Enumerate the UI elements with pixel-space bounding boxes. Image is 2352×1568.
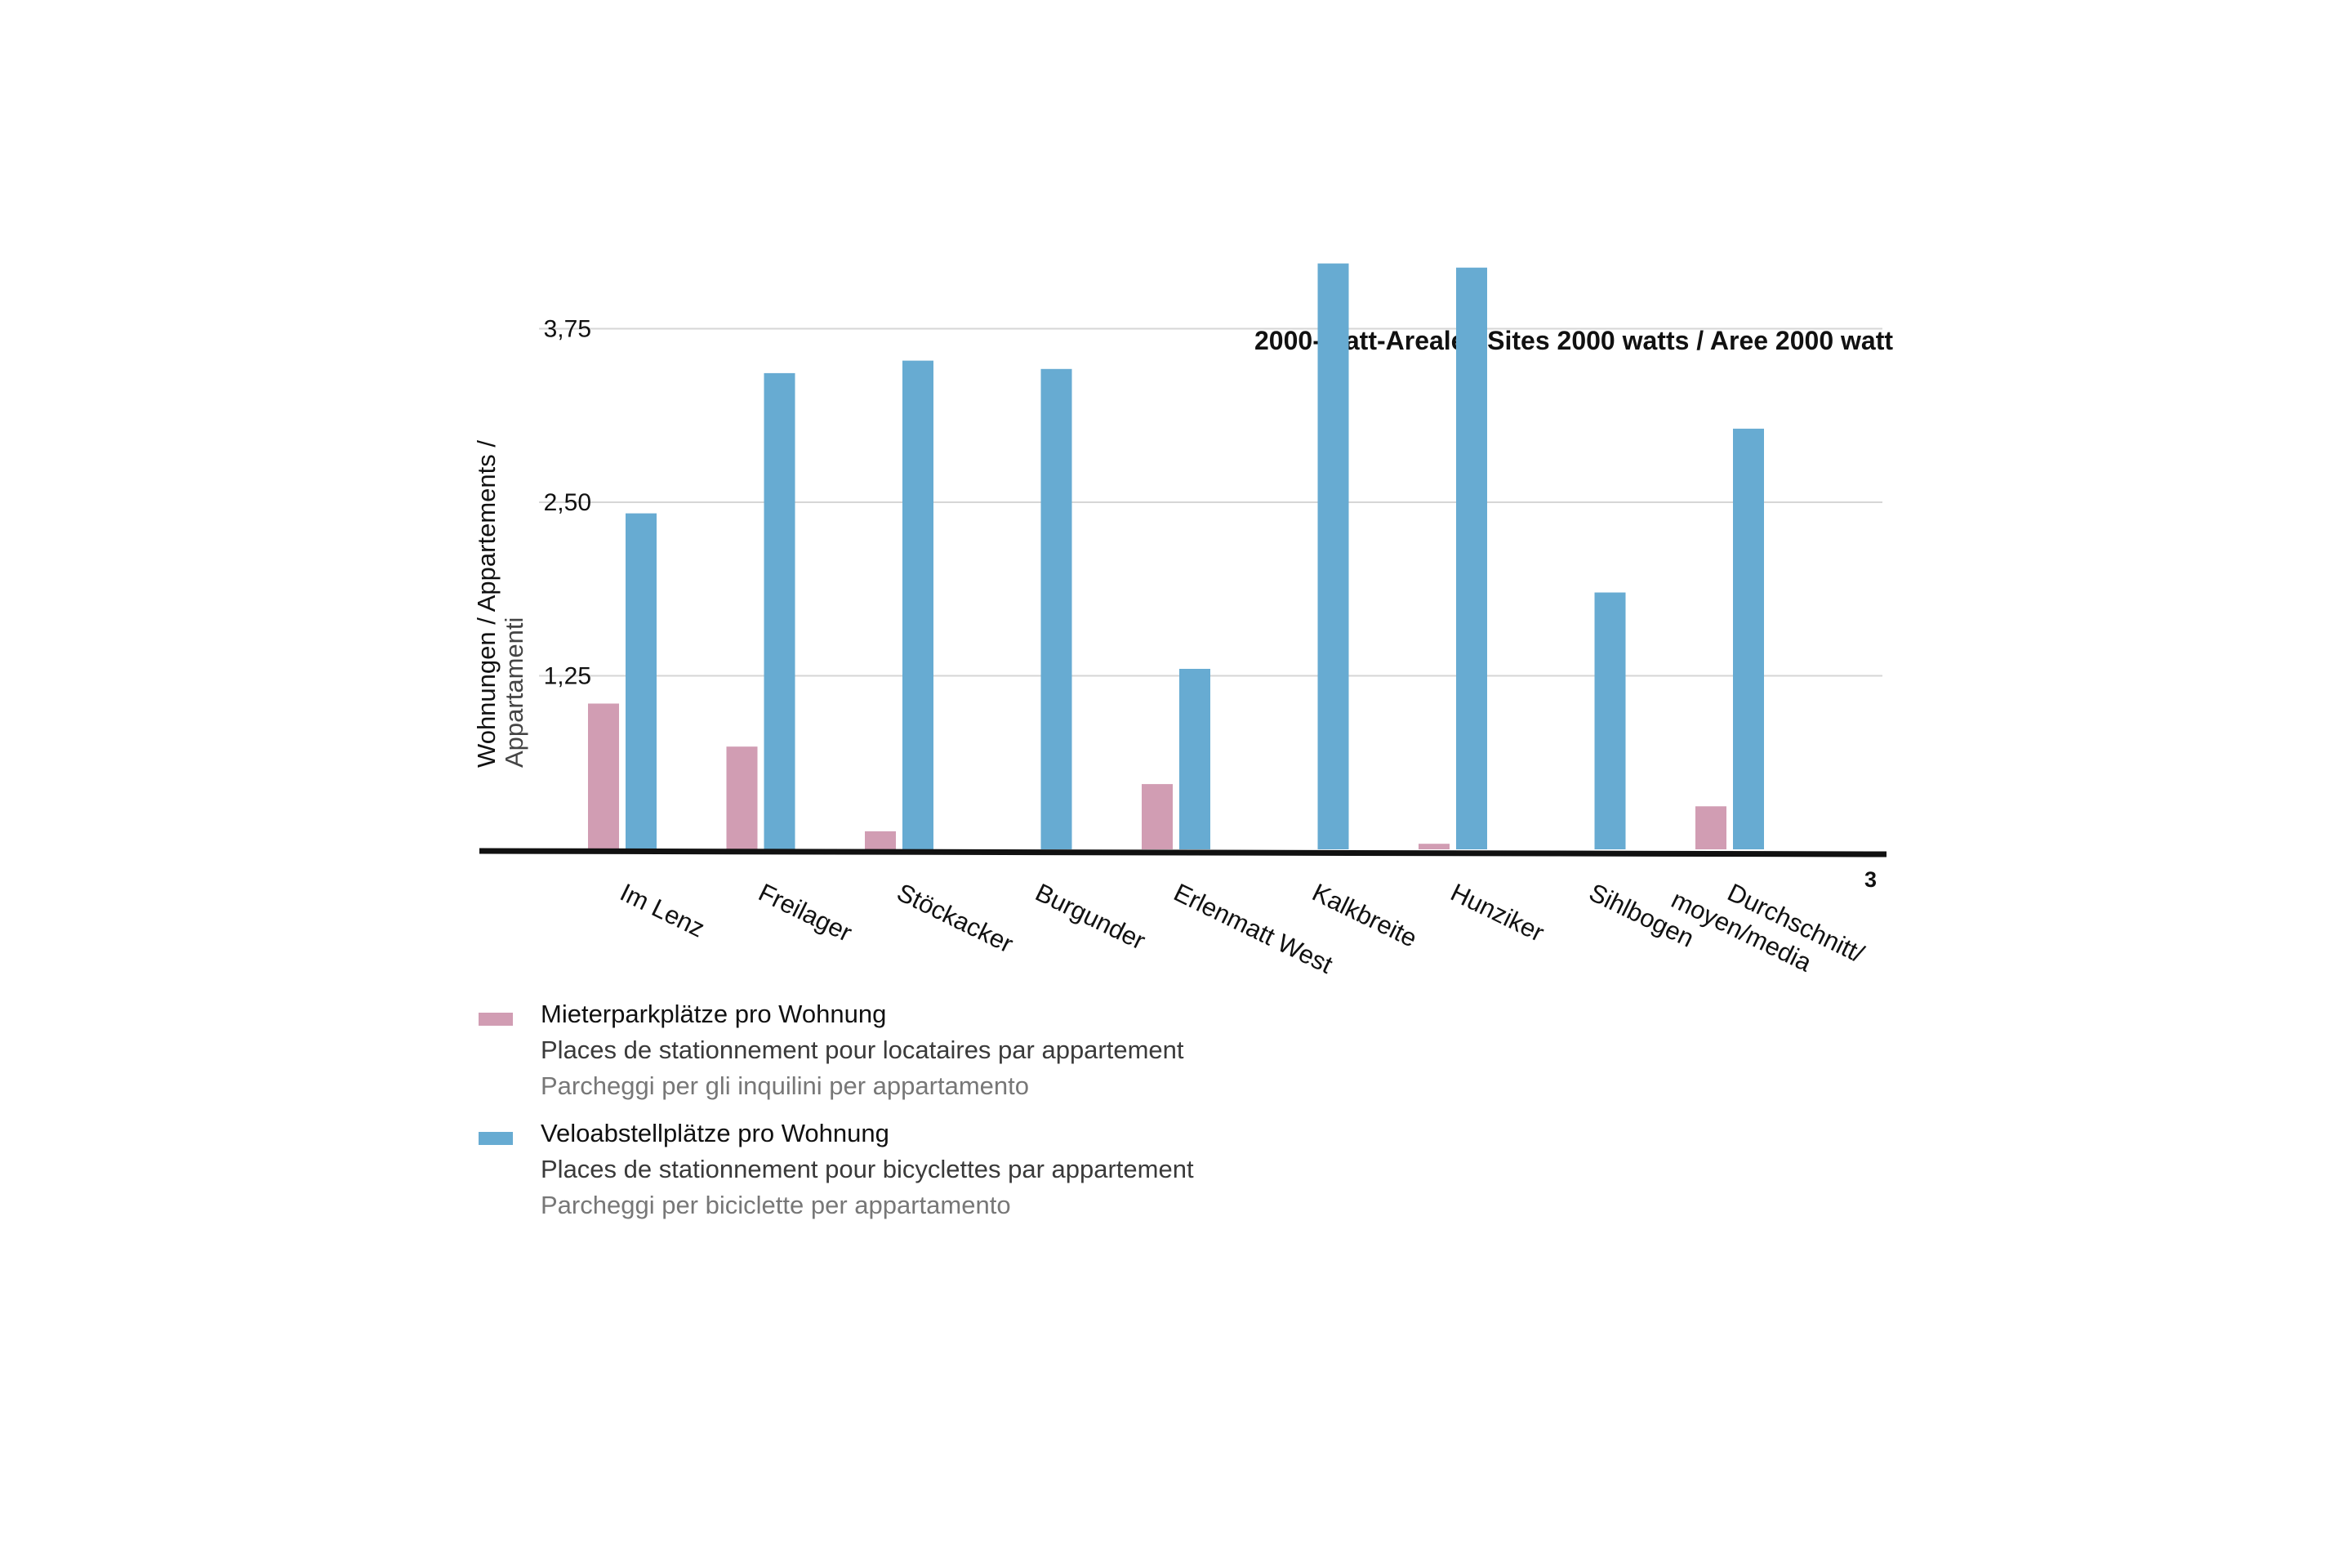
y-axis-label: Wohnungen / Appartements / Appartamenti [472, 433, 528, 768]
footnote-marker: 3 [1864, 867, 1877, 892]
bar-bicycle [1179, 669, 1210, 849]
y-tick-label: 1,25 [544, 663, 591, 690]
x-tick-label: Freilager [754, 878, 856, 947]
bar-bicycle [1733, 428, 1764, 849]
x-tick-label-line: Freilager [754, 878, 856, 947]
legend-label-de: Mieterparkplätze pro Wohnung [541, 1000, 887, 1028]
y-tick-label: 2,50 [544, 489, 591, 516]
x-tick-label-line: Kalkbreite [1307, 878, 1421, 953]
y-axis-label-line2: Appartamenti [500, 617, 528, 768]
bar-bicycle [764, 372, 795, 849]
bar-bicycle [1594, 592, 1626, 849]
y-axis-label-line1: Wohnungen / Appartements / [472, 440, 501, 768]
legend-label-fr: Places de stationnement pour bicyclettes… [541, 1155, 1194, 1183]
legend-label-de: Veloabstellplätze pro Wohnung [541, 1119, 889, 1147]
x-tick-label: Im Lenz [616, 878, 709, 943]
bar-bicycle [1317, 263, 1349, 850]
bar-parking [1695, 806, 1726, 849]
bar-bicycle [902, 360, 933, 850]
x-tick-label: Kalkbreite [1307, 878, 1421, 953]
x-tick-label: Hunziker [1446, 878, 1548, 947]
legend-swatch-parking [479, 1013, 513, 1026]
legend-label-fr: Places de stationnement pour locataires … [541, 1036, 1184, 1064]
bar-parking [588, 703, 619, 849]
bar-parking [726, 746, 758, 849]
x-tick-label-line: Hunziker [1446, 878, 1548, 947]
x-tick-label: Burgunder [1031, 878, 1149, 956]
x-tick-label-line: Burgunder [1031, 878, 1149, 956]
legend-item-bicycle: Veloabstellplätze pro Wohnung Places de … [479, 1116, 1622, 1223]
legend-label-it: Parcheggi per biciclette per appartament… [541, 1191, 1011, 1219]
bar-parking [865, 831, 896, 849]
legend: Mieterparkplätze pro Wohnung Places de s… [479, 996, 1622, 1223]
bar-parking [1419, 844, 1450, 849]
x-tick-label: Stöckacker [893, 878, 1018, 959]
x-axis-baseline [479, 848, 1887, 858]
bar-bicycle [1040, 368, 1072, 849]
y-tick-label: 3,75 [544, 316, 591, 343]
bar-bicycle [626, 513, 657, 849]
legend-item-parking: Mieterparkplätze pro Wohnung Places de s… [479, 996, 1622, 1104]
x-tick-label-line: Stöckacker [893, 878, 1018, 959]
bar-parking [1142, 784, 1173, 849]
legend-swatch-bicycle [479, 1132, 513, 1145]
legend-label-it: Parcheggi per gli inquilini per appartam… [541, 1071, 1029, 1100]
x-tick-label-line: Im Lenz [616, 878, 709, 943]
bar-bicycle [1456, 267, 1487, 849]
chart-title: 2000-Watt-Areale / Sites 2000 watts / Ar… [1254, 326, 1893, 355]
